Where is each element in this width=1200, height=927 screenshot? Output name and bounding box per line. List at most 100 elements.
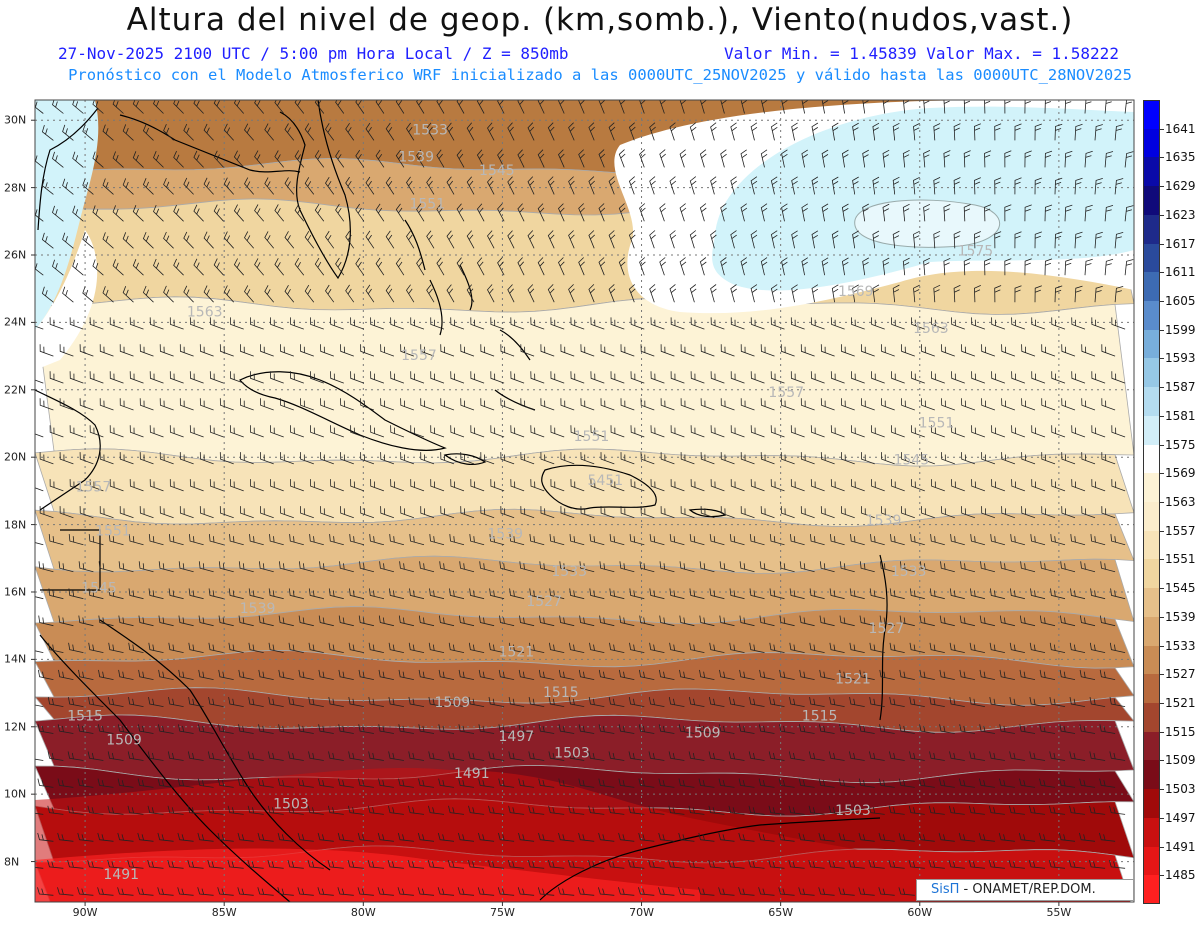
wind-barb bbox=[899, 669, 915, 680]
wind-barb bbox=[931, 479, 945, 492]
wind-barb bbox=[1044, 150, 1053, 168]
wind-barb bbox=[237, 887, 254, 896]
wind-barb bbox=[979, 615, 995, 627]
wind-barb bbox=[449, 588, 465, 600]
wind-barb bbox=[899, 724, 915, 734]
wind-barb bbox=[142, 178, 154, 195]
contour-label: 1527 bbox=[869, 621, 905, 637]
wind-barb bbox=[1031, 371, 1046, 384]
lat-label: 24N bbox=[4, 315, 27, 329]
wind-barb bbox=[360, 398, 375, 411]
wind-barb bbox=[278, 724, 294, 734]
wind-barb bbox=[209, 479, 224, 492]
wind-barb bbox=[448, 805, 465, 815]
wind-barb bbox=[984, 258, 992, 276]
wind-barb bbox=[588, 751, 605, 761]
wind-barb bbox=[92, 205, 104, 222]
wind-barb bbox=[630, 425, 645, 438]
colorbar-level-label: 1569 bbox=[1165, 466, 1196, 481]
wind-barb bbox=[227, 859, 244, 869]
wind-barb bbox=[167, 859, 184, 869]
contour-label: 1491 bbox=[454, 766, 490, 782]
wind-barb bbox=[898, 887, 915, 896]
wind-barb bbox=[871, 425, 885, 438]
colorbar-segment bbox=[1143, 444, 1160, 474]
wind-barb bbox=[769, 534, 785, 546]
contour-label: 1515 bbox=[67, 709, 103, 725]
wind-barb bbox=[480, 344, 495, 357]
wind-barb bbox=[568, 805, 585, 815]
wind-barb bbox=[902, 203, 910, 222]
wind-barb bbox=[1011, 371, 1026, 384]
wind-barb bbox=[882, 100, 889, 114]
wind-barb bbox=[59, 344, 74, 357]
wind-barb bbox=[317, 887, 334, 896]
wind-barb bbox=[1038, 832, 1056, 842]
wind-barb bbox=[177, 887, 194, 896]
wind-barb bbox=[92, 100, 104, 114]
wind-barb bbox=[811, 284, 819, 303]
wind-barb bbox=[720, 203, 727, 222]
wind-barb bbox=[913, 284, 920, 303]
wind-barb bbox=[808, 751, 825, 761]
wind-barb bbox=[779, 561, 795, 573]
wind-barb bbox=[999, 724, 1015, 734]
wind-barb bbox=[270, 317, 284, 330]
wind-barb bbox=[639, 203, 646, 222]
wind-barb bbox=[325, 123, 335, 141]
wind-barb bbox=[778, 832, 795, 842]
wind-barb bbox=[420, 344, 435, 357]
wind-barb bbox=[963, 204, 971, 222]
wind-barb bbox=[118, 561, 134, 573]
colorbar-tick bbox=[1160, 559, 1164, 561]
wind-barb bbox=[173, 204, 184, 222]
wind-barb bbox=[380, 398, 395, 411]
wind-barb bbox=[338, 724, 354, 734]
wind-barb bbox=[799, 561, 815, 573]
wind-barb bbox=[760, 203, 768, 222]
wind-barb bbox=[881, 344, 895, 357]
wind-barb bbox=[530, 425, 545, 438]
wind-barb bbox=[991, 317, 1006, 330]
wind-barb bbox=[740, 344, 755, 357]
wind-barb bbox=[418, 615, 435, 627]
wind-barb bbox=[365, 176, 375, 195]
wind-barb bbox=[911, 479, 925, 492]
wind-barb bbox=[1094, 231, 1103, 249]
wind-barb bbox=[981, 452, 996, 465]
wind-barb bbox=[994, 177, 1002, 195]
contour-label: 1509 bbox=[435, 695, 471, 711]
wind-barb bbox=[173, 100, 184, 114]
wind-barb bbox=[1024, 204, 1032, 222]
wind-barb bbox=[861, 452, 875, 465]
wind-barb bbox=[247, 859, 264, 869]
wind-barb bbox=[280, 506, 294, 519]
wind-barb bbox=[831, 122, 839, 141]
wind-barb bbox=[248, 697, 264, 707]
wind-barb bbox=[127, 859, 144, 869]
wind-barb bbox=[829, 588, 845, 600]
wind-barb bbox=[509, 534, 525, 546]
wind-barb bbox=[78, 669, 94, 680]
wind-barb bbox=[600, 398, 615, 411]
wind-barb bbox=[841, 149, 849, 168]
wind-barb bbox=[1004, 100, 1011, 114]
wind-barb bbox=[1110, 534, 1126, 546]
wind-barb bbox=[128, 588, 144, 600]
wind-barb bbox=[410, 317, 425, 330]
wind-barb bbox=[913, 176, 920, 195]
wind-barb bbox=[309, 534, 324, 546]
wind-barb bbox=[750, 176, 758, 195]
colorbar-level-label: 1641 bbox=[1165, 121, 1196, 136]
wind-barb bbox=[509, 588, 525, 600]
wind-barb bbox=[1111, 317, 1126, 330]
wind-barb bbox=[238, 615, 254, 627]
wind-barb bbox=[537, 149, 545, 168]
wind-barb bbox=[1029, 751, 1046, 761]
wind-barb bbox=[274, 150, 285, 168]
wind-barb bbox=[780, 452, 795, 465]
wind-barb bbox=[213, 100, 224, 114]
wind-barb bbox=[971, 371, 986, 384]
wind-barb bbox=[880, 561, 895, 573]
wind-barb bbox=[408, 642, 425, 653]
